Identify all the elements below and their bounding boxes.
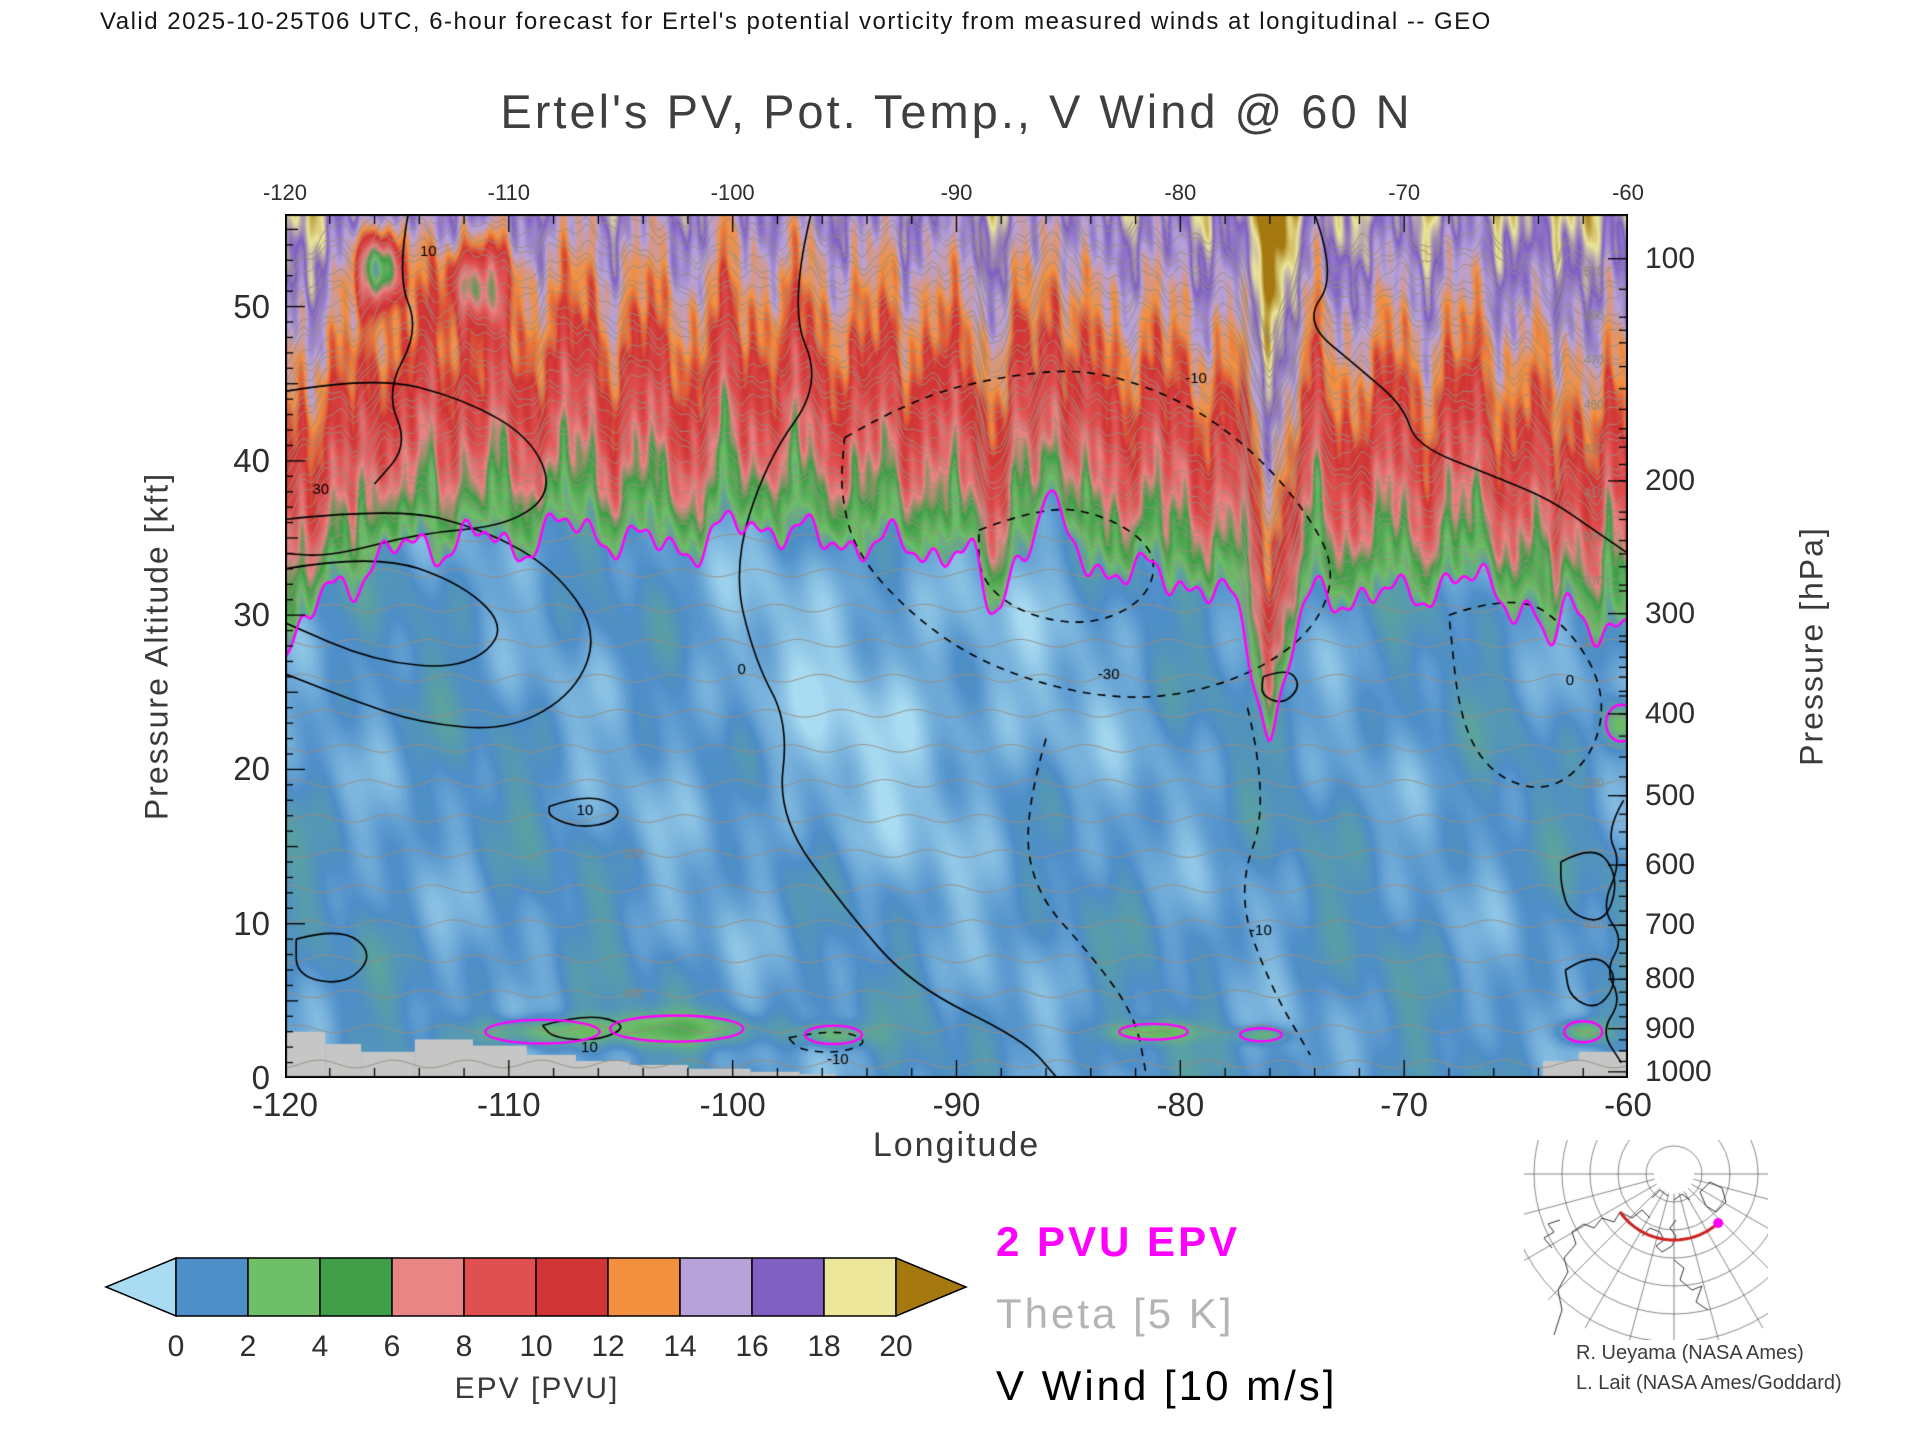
colorbar-tick-label: 6 [383, 1330, 401, 1363]
legend-v-wind: V Wind [10 m/s] [996, 1362, 1338, 1409]
y-tick-label-hpa: 900 [1645, 1011, 1696, 1045]
x-tick-label-bottom: -100 [699, 1086, 766, 1123]
y-tick-label-kft: 50 [233, 287, 270, 325]
x-tick-label-top: -110 [487, 180, 531, 205]
pv-cross-section-plot [285, 214, 1628, 1078]
y-axis-title-left: Pressure Altitude [kft] [138, 471, 175, 821]
colorbar-tick-label: 14 [663, 1330, 697, 1363]
epv-colorbar [104, 1256, 968, 1318]
y-tick-label-kft: 10 [233, 904, 270, 942]
y-tick-label-hpa: 400 [1645, 696, 1696, 730]
colorbar-tick-label: 0 [167, 1330, 185, 1363]
y-tick-label-hpa: 700 [1645, 908, 1696, 942]
y-axis-title-right: Pressure [hPa] [1793, 526, 1830, 766]
colorbar-tick-label: 8 [455, 1330, 473, 1363]
credit-line-2: L. Lait (NASA Ames/Goddard) [1576, 1372, 1842, 1394]
x-tick-label-top: -80 [1164, 180, 1197, 205]
x-tick-label-top: -70 [1388, 180, 1421, 205]
x-axis-title: Longitude [872, 1126, 1041, 1164]
y-tick-label-kft: 20 [233, 750, 270, 788]
y-tick-label-hpa: 800 [1645, 962, 1696, 996]
y-tick-label-kft: 40 [233, 441, 270, 479]
y-tick-label-hpa: 1000 [1645, 1054, 1712, 1088]
colorbar-title: EPV [PVU] [454, 1372, 620, 1405]
x-tick-label-bottom: -60 [1604, 1086, 1652, 1123]
x-tick-label-top: -60 [1612, 180, 1644, 205]
y-tick-label-hpa: 600 [1645, 848, 1696, 882]
credit-line-1: R. Ueyama (NASA Ames) [1576, 1342, 1804, 1364]
colorbar-tick-label: 4 [311, 1330, 329, 1363]
x-tick-label-bottom: -120 [251, 1086, 319, 1123]
x-tick-label-top: -90 [940, 180, 973, 205]
valid-line: Valid 2025-10-25T06 UTC, 6-hour forecast… [100, 8, 1492, 35]
y-tick-label-hpa: 500 [1645, 778, 1696, 812]
colorbar-tick-label: 10 [519, 1330, 553, 1363]
y-tick-label-hpa: 300 [1645, 596, 1696, 630]
y-tick-label-kft: 30 [233, 596, 270, 634]
colorbar-tick-label: 12 [591, 1330, 625, 1363]
x-tick-label-top: -100 [710, 180, 755, 205]
x-tick-label-top: -120 [262, 180, 308, 205]
x-tick-label-bottom: -110 [477, 1086, 541, 1123]
colorbar-tick-label: 18 [807, 1330, 841, 1363]
x-tick-label-bottom: -90 [932, 1086, 981, 1123]
legend-2pvu-epv: 2 PVU EPV [996, 1218, 1241, 1265]
y-tick-label-hpa: 200 [1645, 463, 1696, 497]
y-tick-label-hpa: 100 [1645, 241, 1696, 275]
location-inset-map [1524, 1140, 1768, 1340]
y-tick-label-kft: 0 [251, 1059, 270, 1096]
colorbar-tick-label: 2 [239, 1330, 257, 1363]
colorbar-tick-label: 16 [735, 1330, 769, 1363]
legend: 2 PVU EPV Theta [5 K] V Wind [10 m/s] [996, 1206, 1337, 1422]
x-tick-label-bottom: -70 [1380, 1086, 1429, 1123]
colorbar-tick-label: 20 [879, 1330, 913, 1363]
figure-title: Ertel's PV, Pot. Temp., V Wind @ 60 N [500, 85, 1413, 138]
x-tick-label-bottom: -80 [1156, 1086, 1205, 1123]
legend-theta: Theta [5 K] [996, 1290, 1235, 1337]
